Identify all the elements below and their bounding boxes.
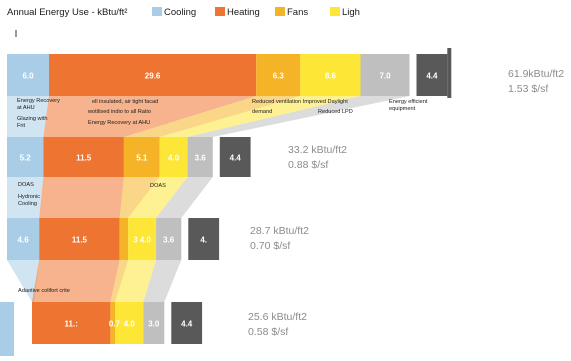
connector-ribbon xyxy=(32,260,120,302)
connector-ribbon xyxy=(43,96,257,137)
bar-segment-cooling xyxy=(7,54,49,96)
segment-value-label: 4.0 xyxy=(168,154,180,163)
bar-segment-other xyxy=(219,137,251,177)
bar-segment-heating xyxy=(43,137,124,177)
bar-segment-fans xyxy=(110,302,116,344)
bar-segment-cooling xyxy=(7,218,40,260)
segment-value-label: 11.5 xyxy=(72,236,88,245)
total-eui-label: 25.6 kBtu/ft2 xyxy=(248,311,307,323)
measure-annotation: ell insulated, air tight facad xyxy=(92,99,158,105)
legend: Annual Energy Use - kBtu/ft² Cooling Heati… xyxy=(7,7,360,37)
measure-annotation: DOAS xyxy=(150,183,166,189)
measure-annotation: Hydronic Cooling xyxy=(18,194,40,207)
legend-swatch xyxy=(275,7,285,16)
bar-segment-heating xyxy=(49,54,257,96)
measure-annotation: Adaotive colifort crite xyxy=(18,288,70,294)
bar-segment-other xyxy=(188,218,220,260)
total-eui-label: 61.9kBtu/ft2 xyxy=(508,68,564,80)
bar-segment-plug-loads xyxy=(156,218,182,260)
bar-segment-other xyxy=(416,54,448,96)
segment-value-label: 4.4 xyxy=(426,72,438,81)
segment-value-label: 5.2 xyxy=(20,154,32,163)
segment-value-label: 11.: xyxy=(65,320,78,329)
segment-value-label: 6.0 xyxy=(22,72,34,81)
segment-value-label: 0.7 xyxy=(109,320,121,329)
bar-segment-fans xyxy=(123,137,160,177)
total-cost-label: 0.58 $/sf xyxy=(248,326,288,338)
segment-value-label: 3 4.0 xyxy=(133,236,151,245)
measure-annotation: Energy Recovery at AHU xyxy=(17,98,60,111)
bar-segment-other xyxy=(171,302,203,344)
label-layer: 6.0 29.6 6.3 8.6 7.0 4.4 5.2 11.5 5.1 4.0 3.6 4.4 4.… xyxy=(18,68,565,338)
legend-swatch xyxy=(215,7,225,16)
measure-annotation: Glazing with Frit xyxy=(17,116,47,129)
legend-label: Ligh xyxy=(342,7,360,18)
segment-value-label: 6.3 xyxy=(273,72,285,81)
baseline-edge xyxy=(447,48,452,98)
legend-label: Cooling xyxy=(164,7,196,18)
legend-label: Fans xyxy=(287,7,308,18)
bar-segment-heating xyxy=(32,302,111,344)
chart-title: Annual Energy Use - kBtu/ft² xyxy=(7,7,127,18)
legend-label: Heating xyxy=(227,7,260,18)
connector-ribbon xyxy=(123,96,301,137)
total-cost-label: 0.88 $/sf xyxy=(288,159,328,171)
legend-swatch xyxy=(330,7,340,16)
bar-segment-fans xyxy=(119,218,129,260)
connector-ribbon xyxy=(7,260,40,302)
total-cost-label: 1.53 $/sf xyxy=(508,83,548,95)
connector-ribbon xyxy=(187,96,410,137)
bar-segment-plug-loads xyxy=(143,302,165,344)
bar-segment-lighting xyxy=(128,218,157,260)
connector-ribbon xyxy=(119,177,160,218)
segment-value-label: 4.6 xyxy=(18,236,30,245)
annotation-layer: Energy Recovery at AHU Glazing with Frit ell… xyxy=(17,98,428,294)
total-eui-label: 33.2 kBtu/ft2 xyxy=(288,144,347,156)
connector-ribbon xyxy=(159,96,361,137)
segment-value-label: 4.4 xyxy=(230,154,242,163)
connector-ribbon xyxy=(115,260,157,302)
segment-value-label: 3.6 xyxy=(163,236,175,245)
connector-ribbon xyxy=(143,260,182,302)
connector-ribbon xyxy=(7,96,49,137)
bar-segment-heating xyxy=(39,218,120,260)
bar-segment-fans xyxy=(256,54,301,96)
connector-layer xyxy=(0,48,452,356)
segment-value-label: 11.5 xyxy=(76,154,92,163)
segment-value-label: 3.6 xyxy=(195,154,207,163)
bar-segment-lighting xyxy=(159,137,188,177)
bar-segment-plug-loads xyxy=(187,137,213,177)
legend-swatch xyxy=(152,7,162,16)
connector-ribbon xyxy=(7,177,44,218)
segment-value-label: 4. xyxy=(200,236,207,245)
measure-annotation: wotilised indio to all Ratio xyxy=(87,109,151,115)
bar-segment-plug-loads xyxy=(360,54,410,96)
bar-segment-cooling xyxy=(7,137,44,177)
segment-value-label: 7.0 xyxy=(379,72,391,81)
segment-value-label: 4.0 xyxy=(124,320,136,329)
segment-value-label: 8.6 xyxy=(325,72,337,81)
measure-annotation: Reduced LPD xyxy=(318,109,353,115)
segment-value-label: 29.6 xyxy=(145,72,161,81)
segment-value-label: 4.4 xyxy=(181,320,193,329)
bar-segment-lighting xyxy=(115,302,144,344)
bar-segment-lighting xyxy=(300,54,361,96)
segment-value-label: 3.0 xyxy=(148,320,160,329)
connector-ribbon xyxy=(39,177,124,218)
measure-annotation: Reduced ventilation Improved Daylight xyxy=(252,99,348,105)
connector-ribbon xyxy=(128,177,188,218)
cooling-tail xyxy=(0,302,14,356)
total-eui-label: 28.7 kBtu/ft2 xyxy=(250,225,309,237)
measure-annotation: Energy Recovery at AHU xyxy=(88,120,150,126)
measure-annotation: demand xyxy=(252,109,272,115)
total-cost-label: 0.70 $/sf xyxy=(250,240,290,252)
connector-ribbon xyxy=(156,177,213,218)
measure-annotation: DOAS xyxy=(18,182,34,188)
measure-annotation: Energy efficient equipment xyxy=(389,99,428,112)
segment-value-label: 5.1 xyxy=(136,154,148,163)
bar-layer xyxy=(7,54,448,344)
connector-ribbon xyxy=(110,260,129,302)
